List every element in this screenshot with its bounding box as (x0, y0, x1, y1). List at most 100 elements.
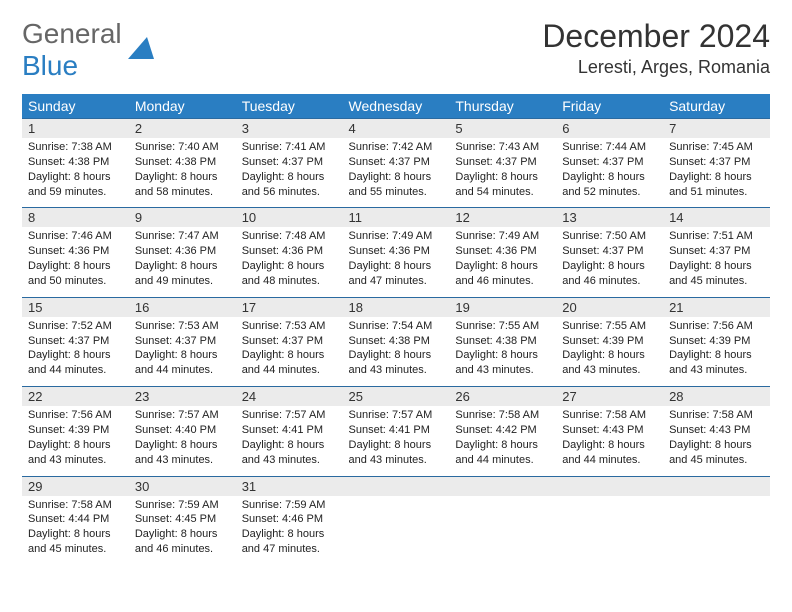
day-cell: 27Sunrise: 7:58 AMSunset: 4:43 PMDayligh… (556, 386, 663, 475)
day-number: 3 (236, 118, 343, 138)
day-content: Sunrise: 7:53 AMSunset: 4:37 PMDaylight:… (129, 317, 236, 386)
day-cell: 10Sunrise: 7:48 AMSunset: 4:36 PMDayligh… (236, 207, 343, 296)
day-content: Sunrise: 7:49 AMSunset: 4:36 PMDaylight:… (449, 227, 556, 296)
day-cell: 5Sunrise: 7:43 AMSunset: 4:37 PMDaylight… (449, 118, 556, 207)
week-row: 29Sunrise: 7:58 AMSunset: 4:44 PMDayligh… (22, 476, 770, 565)
dow-saturday: Saturday (663, 94, 770, 118)
day-number: 22 (22, 386, 129, 406)
day-content-empty (449, 496, 556, 560)
logo-triangle-icon (128, 34, 154, 66)
day-number: 8 (22, 207, 129, 227)
day-cell: 16Sunrise: 7:53 AMSunset: 4:37 PMDayligh… (129, 297, 236, 386)
day-cell: 29Sunrise: 7:58 AMSunset: 4:44 PMDayligh… (22, 476, 129, 565)
day-cell: 14Sunrise: 7:51 AMSunset: 4:37 PMDayligh… (663, 207, 770, 296)
day-content-empty (556, 496, 663, 560)
day-content: Sunrise: 7:58 AMSunset: 4:43 PMDaylight:… (556, 406, 663, 475)
day-number: 29 (22, 476, 129, 496)
day-content: Sunrise: 7:40 AMSunset: 4:38 PMDaylight:… (129, 138, 236, 207)
day-number: 20 (556, 297, 663, 317)
day-content: Sunrise: 7:48 AMSunset: 4:36 PMDaylight:… (236, 227, 343, 296)
day-number-empty (556, 476, 663, 496)
day-content: Sunrise: 7:55 AMSunset: 4:38 PMDaylight:… (449, 317, 556, 386)
day-content-empty (343, 496, 450, 560)
day-content: Sunrise: 7:51 AMSunset: 4:37 PMDaylight:… (663, 227, 770, 296)
dow-friday: Friday (556, 94, 663, 118)
day-cell: 31Sunrise: 7:59 AMSunset: 4:46 PMDayligh… (236, 476, 343, 565)
day-cell: 8Sunrise: 7:46 AMSunset: 4:36 PMDaylight… (22, 207, 129, 296)
month-title: December 2024 (542, 18, 770, 55)
week-row: 22Sunrise: 7:56 AMSunset: 4:39 PMDayligh… (22, 386, 770, 475)
day-cell: 21Sunrise: 7:56 AMSunset: 4:39 PMDayligh… (663, 297, 770, 386)
location: Leresti, Arges, Romania (542, 57, 770, 78)
day-number: 13 (556, 207, 663, 227)
day-content: Sunrise: 7:38 AMSunset: 4:38 PMDaylight:… (22, 138, 129, 207)
day-number: 24 (236, 386, 343, 406)
day-number: 10 (236, 207, 343, 227)
day-number: 9 (129, 207, 236, 227)
dow-wednesday: Wednesday (343, 94, 450, 118)
logo-text-2: Blue (22, 50, 78, 81)
day-content: Sunrise: 7:43 AMSunset: 4:37 PMDaylight:… (449, 138, 556, 207)
day-number: 19 (449, 297, 556, 317)
day-content: Sunrise: 7:55 AMSunset: 4:39 PMDaylight:… (556, 317, 663, 386)
day-number: 14 (663, 207, 770, 227)
day-cell (556, 476, 663, 565)
day-number: 1 (22, 118, 129, 138)
day-content: Sunrise: 7:56 AMSunset: 4:39 PMDaylight:… (22, 406, 129, 475)
day-content: Sunrise: 7:49 AMSunset: 4:36 PMDaylight:… (343, 227, 450, 296)
day-content: Sunrise: 7:45 AMSunset: 4:37 PMDaylight:… (663, 138, 770, 207)
day-content: Sunrise: 7:59 AMSunset: 4:45 PMDaylight:… (129, 496, 236, 565)
day-number: 12 (449, 207, 556, 227)
day-cell: 11Sunrise: 7:49 AMSunset: 4:36 PMDayligh… (343, 207, 450, 296)
day-content: Sunrise: 7:54 AMSunset: 4:38 PMDaylight:… (343, 317, 450, 386)
day-number: 11 (343, 207, 450, 227)
dow-thursday: Thursday (449, 94, 556, 118)
day-content: Sunrise: 7:53 AMSunset: 4:37 PMDaylight:… (236, 317, 343, 386)
day-cell: 4Sunrise: 7:42 AMSunset: 4:37 PMDaylight… (343, 118, 450, 207)
day-number: 27 (556, 386, 663, 406)
day-cell: 17Sunrise: 7:53 AMSunset: 4:37 PMDayligh… (236, 297, 343, 386)
day-cell: 28Sunrise: 7:58 AMSunset: 4:43 PMDayligh… (663, 386, 770, 475)
day-number: 4 (343, 118, 450, 138)
day-number: 5 (449, 118, 556, 138)
dow-row: SundayMondayTuesdayWednesdayThursdayFrid… (22, 94, 770, 118)
day-cell (663, 476, 770, 565)
day-cell (449, 476, 556, 565)
day-cell: 30Sunrise: 7:59 AMSunset: 4:45 PMDayligh… (129, 476, 236, 565)
day-cell: 7Sunrise: 7:45 AMSunset: 4:37 PMDaylight… (663, 118, 770, 207)
day-number: 6 (556, 118, 663, 138)
day-content: Sunrise: 7:59 AMSunset: 4:46 PMDaylight:… (236, 496, 343, 565)
day-number: 16 (129, 297, 236, 317)
day-cell: 6Sunrise: 7:44 AMSunset: 4:37 PMDaylight… (556, 118, 663, 207)
day-number: 28 (663, 386, 770, 406)
title-block: December 2024 Leresti, Arges, Romania (542, 18, 770, 78)
day-content: Sunrise: 7:57 AMSunset: 4:41 PMDaylight:… (236, 406, 343, 475)
day-cell: 22Sunrise: 7:56 AMSunset: 4:39 PMDayligh… (22, 386, 129, 475)
day-number: 25 (343, 386, 450, 406)
day-cell: 3Sunrise: 7:41 AMSunset: 4:37 PMDaylight… (236, 118, 343, 207)
day-cell: 23Sunrise: 7:57 AMSunset: 4:40 PMDayligh… (129, 386, 236, 475)
day-cell: 24Sunrise: 7:57 AMSunset: 4:41 PMDayligh… (236, 386, 343, 475)
day-content: Sunrise: 7:58 AMSunset: 4:43 PMDaylight:… (663, 406, 770, 475)
calendar-table: SundayMondayTuesdayWednesdayThursdayFrid… (22, 94, 770, 565)
day-number: 23 (129, 386, 236, 406)
day-content: Sunrise: 7:58 AMSunset: 4:42 PMDaylight:… (449, 406, 556, 475)
day-content: Sunrise: 7:57 AMSunset: 4:40 PMDaylight:… (129, 406, 236, 475)
day-cell: 20Sunrise: 7:55 AMSunset: 4:39 PMDayligh… (556, 297, 663, 386)
week-row: 1Sunrise: 7:38 AMSunset: 4:38 PMDaylight… (22, 118, 770, 207)
day-number: 18 (343, 297, 450, 317)
week-row: 15Sunrise: 7:52 AMSunset: 4:37 PMDayligh… (22, 297, 770, 386)
header: General Blue December 2024 Leresti, Arge… (22, 18, 770, 82)
day-cell (343, 476, 450, 565)
day-number: 21 (663, 297, 770, 317)
day-content: Sunrise: 7:50 AMSunset: 4:37 PMDaylight:… (556, 227, 663, 296)
week-row: 8Sunrise: 7:46 AMSunset: 4:36 PMDaylight… (22, 207, 770, 296)
day-content: Sunrise: 7:58 AMSunset: 4:44 PMDaylight:… (22, 496, 129, 565)
day-cell: 26Sunrise: 7:58 AMSunset: 4:42 PMDayligh… (449, 386, 556, 475)
dow-tuesday: Tuesday (236, 94, 343, 118)
day-number: 15 (22, 297, 129, 317)
day-number-empty (663, 476, 770, 496)
day-cell: 19Sunrise: 7:55 AMSunset: 4:38 PMDayligh… (449, 297, 556, 386)
day-content-empty (663, 496, 770, 560)
day-content: Sunrise: 7:47 AMSunset: 4:36 PMDaylight:… (129, 227, 236, 296)
